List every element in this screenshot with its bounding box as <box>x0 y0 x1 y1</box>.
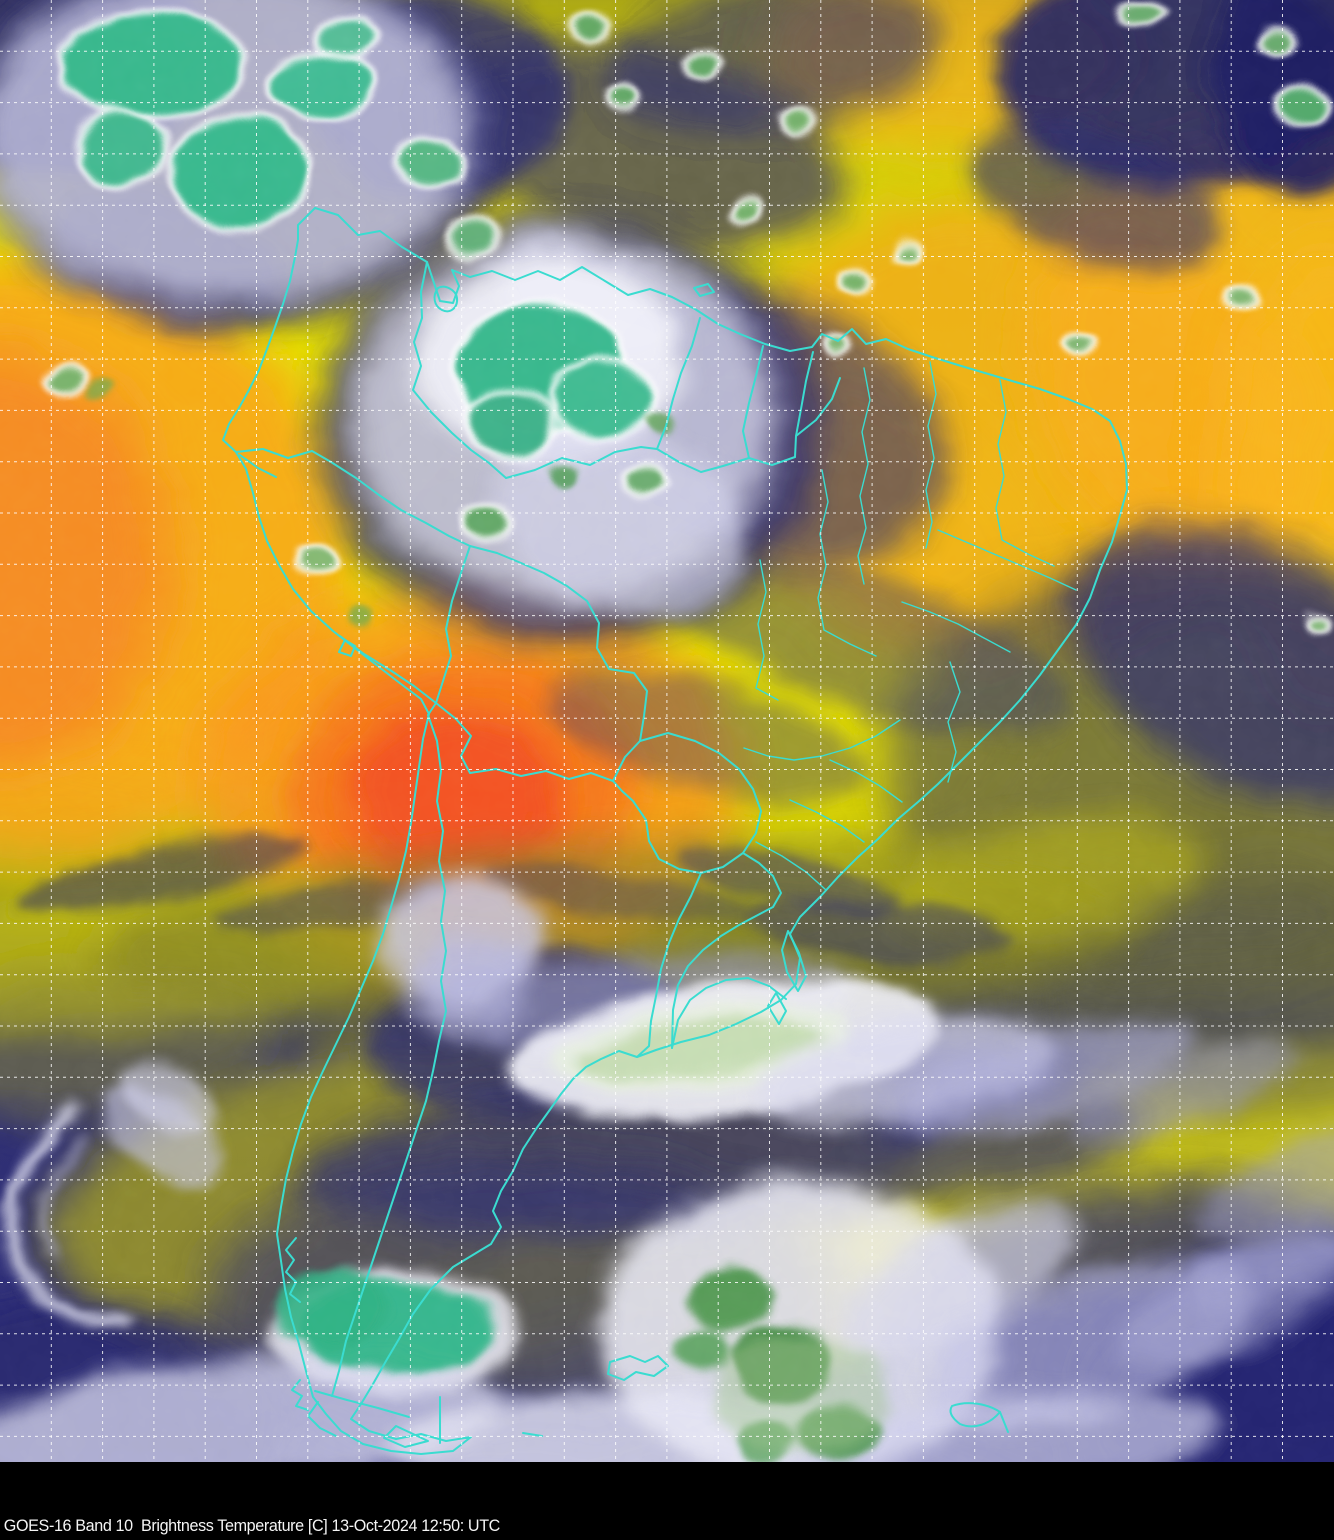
satellite-image-area <box>0 0 1334 1462</box>
country-borders <box>222 207 1128 1455</box>
caption-text: GOES-16 Band 10 Brightness Temperature [… <box>3 1516 501 1535</box>
caption-bar: GOES-16 Band 10 Brightness Temperature [… <box>0 1462 1334 1540</box>
satellite-image <box>0 0 1334 1462</box>
latlon-grid <box>0 0 1334 1462</box>
